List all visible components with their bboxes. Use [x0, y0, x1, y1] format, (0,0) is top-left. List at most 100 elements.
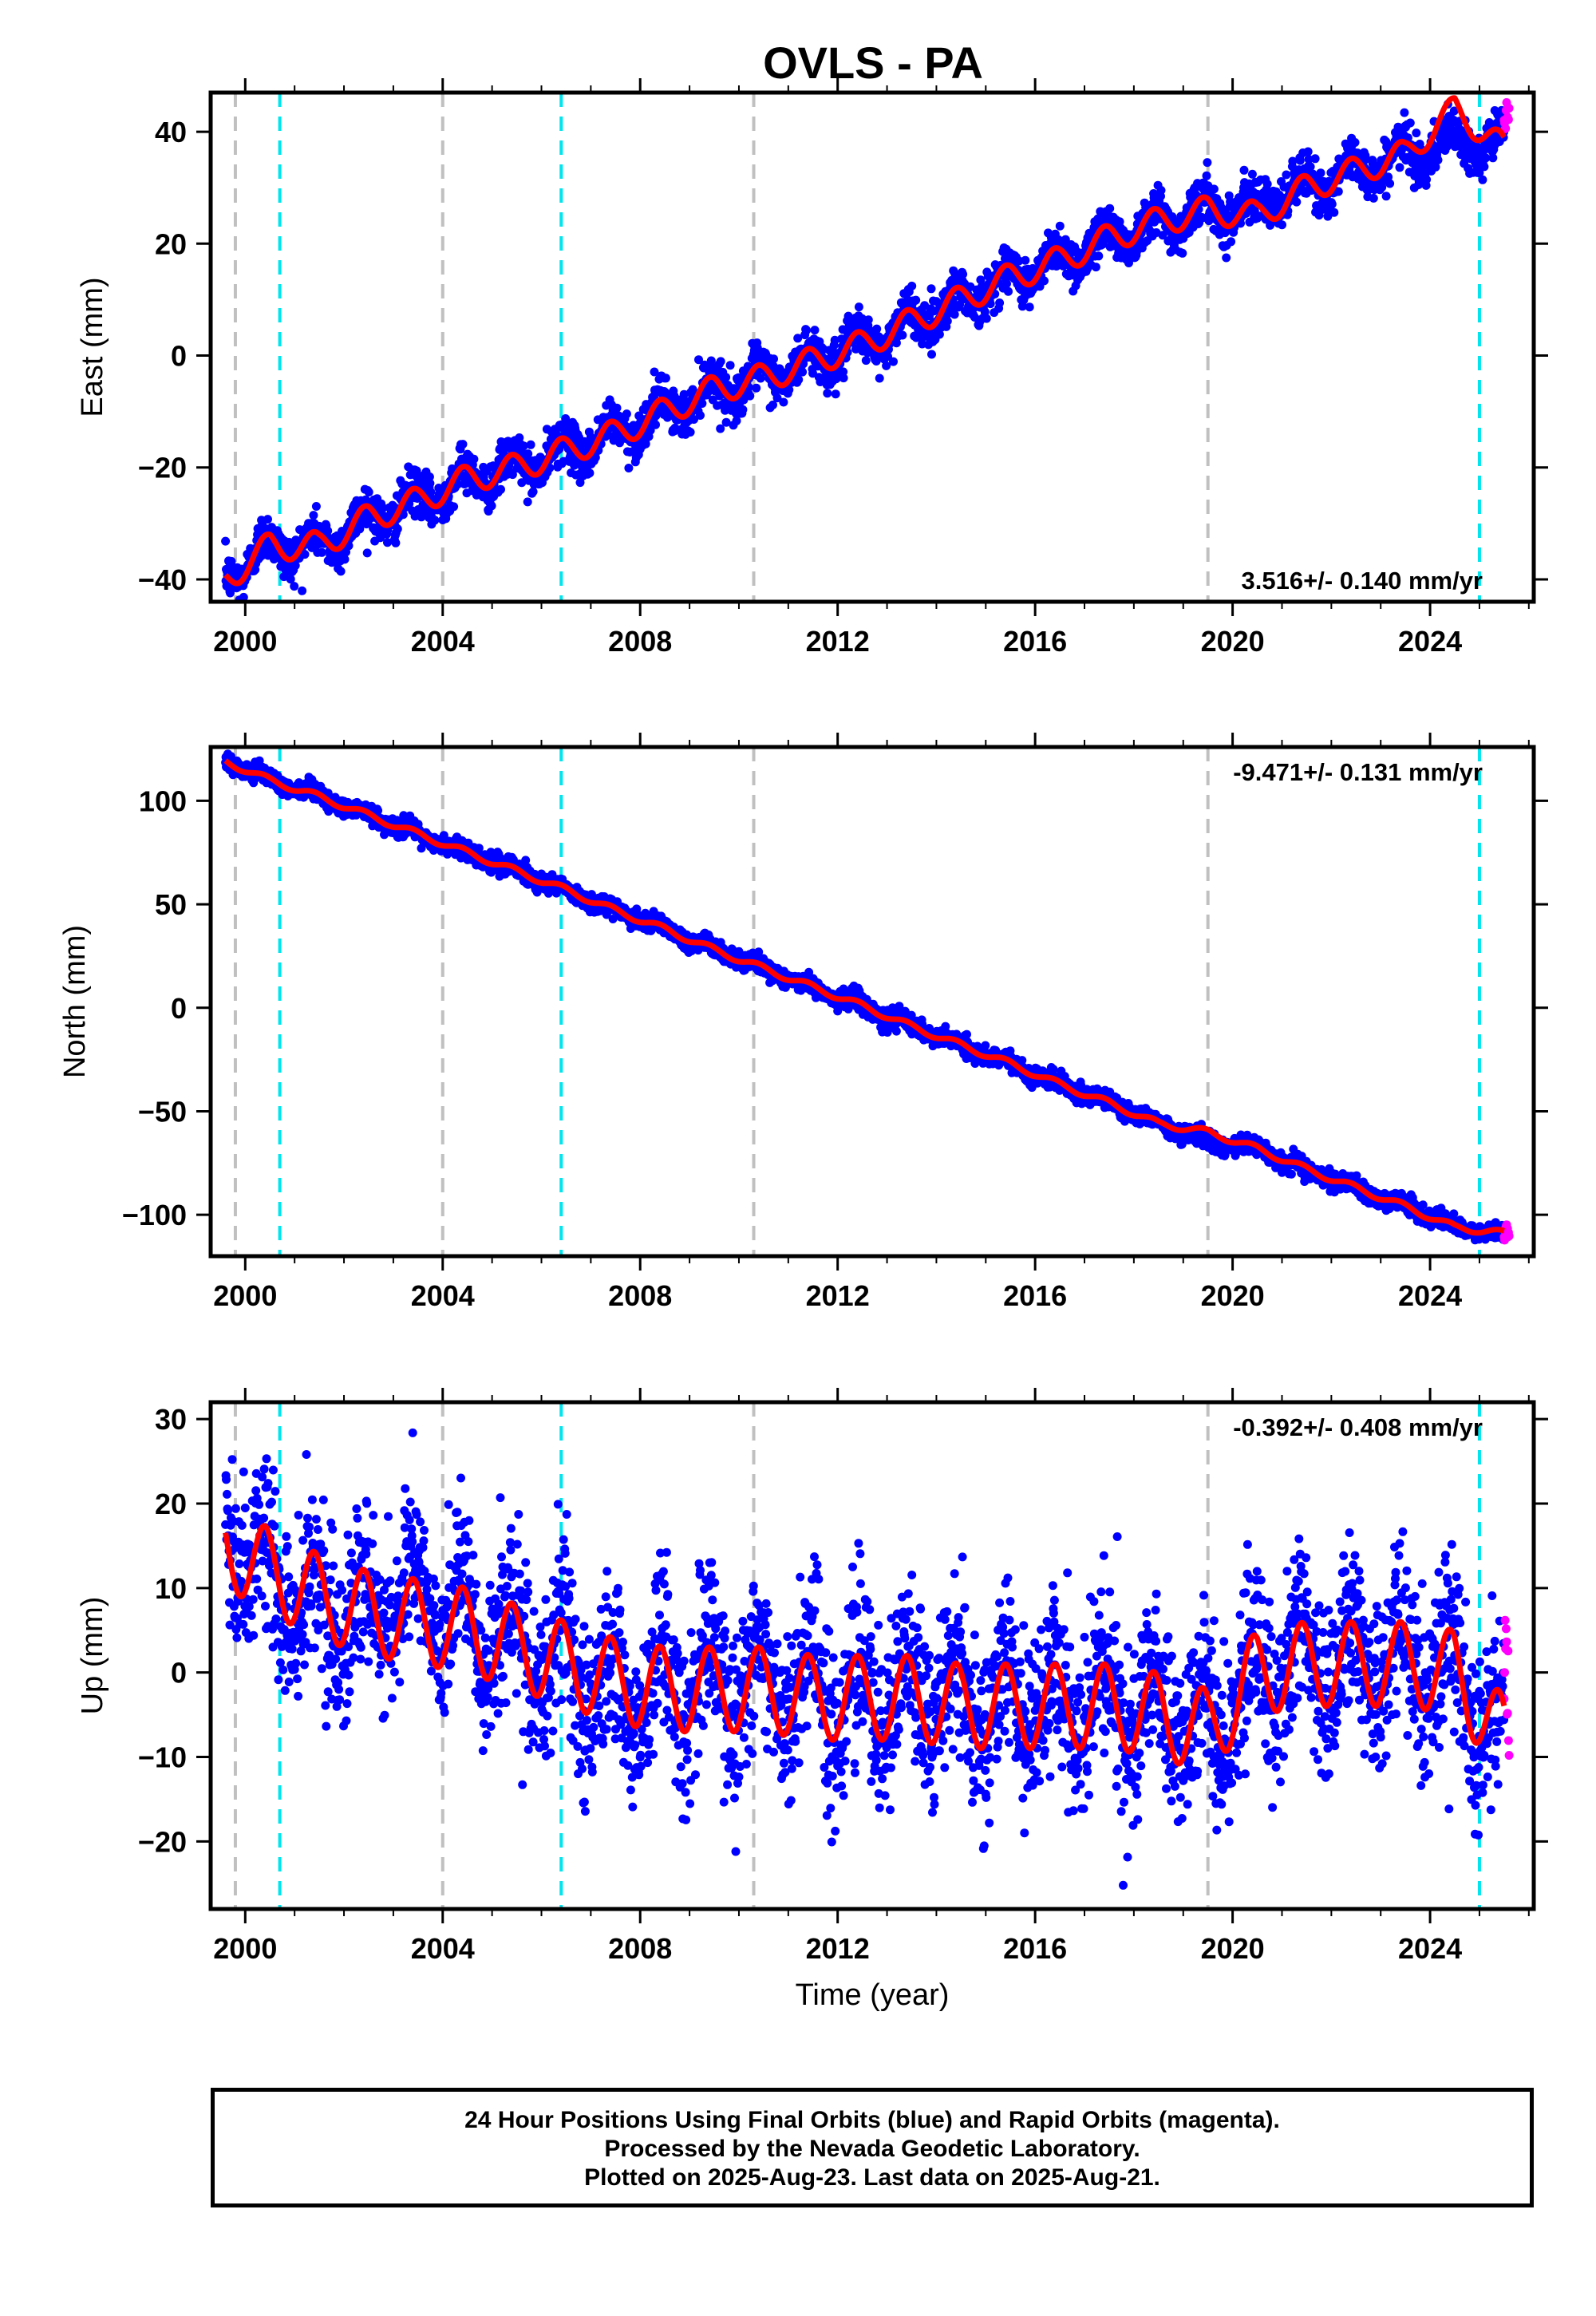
final-orbit-point	[738, 405, 748, 414]
final-orbit-point	[1350, 138, 1360, 147]
final-orbit-point	[604, 430, 614, 440]
final-orbit-point	[286, 575, 295, 584]
y-tick-label: 0	[171, 340, 187, 373]
final-orbit-point	[725, 361, 735, 370]
final-orbit-point	[986, 299, 995, 309]
y-axis-label: East (mm)	[76, 277, 109, 417]
final-orbit-point	[290, 582, 299, 591]
final-orbit-point	[745, 391, 755, 401]
final-orbit-point	[1381, 192, 1391, 201]
final-orbit-point	[519, 441, 528, 451]
y-tick-label: −40	[138, 563, 187, 596]
final-orbit-point	[1002, 279, 1011, 288]
final-orbit-point	[317, 547, 326, 557]
final-orbit-point	[1247, 169, 1257, 179]
x-tick-label: 2024	[1398, 625, 1462, 658]
final-orbit-point	[721, 417, 731, 427]
final-orbit-point	[1055, 221, 1065, 231]
final-orbit-point	[716, 424, 725, 433]
final-orbit-point	[523, 497, 532, 507]
final-orbit-point	[1292, 197, 1302, 207]
final-orbit-point	[889, 357, 898, 366]
final-orbit-point	[585, 468, 595, 478]
final-orbit-point	[1222, 253, 1231, 263]
final-orbit-point	[1203, 158, 1212, 168]
final-orbit-point	[1405, 118, 1415, 128]
final-orbit-point	[808, 369, 817, 378]
final-orbit-point	[1295, 156, 1305, 165]
final-orbit-point	[739, 395, 749, 405]
final-orbit-point	[839, 373, 848, 383]
final-orbit-point	[716, 357, 725, 366]
x-tick-label: 2004	[411, 625, 475, 658]
final-orbit-point	[383, 538, 392, 547]
final-orbit-point	[290, 561, 300, 571]
final-orbit-point	[300, 550, 310, 559]
final-orbit-point	[1156, 186, 1166, 195]
final-orbit-point	[624, 464, 634, 472]
final-orbit-point	[794, 375, 804, 385]
final-orbit-points	[221, 100, 1509, 602]
final-orbit-point	[1105, 204, 1115, 213]
final-orbit-point	[756, 373, 765, 383]
final-orbit-point	[449, 502, 459, 512]
chart-title: OVLS - PA	[763, 38, 983, 88]
final-orbit-point	[1040, 276, 1049, 286]
final-orbit-point	[239, 592, 248, 602]
final-orbit-point	[1278, 220, 1286, 230]
final-orbit-point	[487, 501, 496, 511]
final-orbit-point	[1014, 256, 1024, 266]
final-orbit-point	[982, 314, 991, 323]
final-orbit-point	[298, 586, 307, 595]
final-orbit-point	[679, 389, 689, 399]
final-orbit-point	[517, 478, 527, 488]
final-orbit-point	[1004, 287, 1013, 296]
final-orbit-point	[1209, 184, 1219, 194]
final-orbit-point	[995, 298, 1005, 307]
final-orbit-point	[926, 284, 936, 294]
final-orbit-point	[378, 503, 388, 512]
final-orbit-point	[336, 567, 346, 576]
final-orbit-point	[221, 536, 231, 546]
final-orbit-point	[426, 488, 436, 497]
final-orbit-point	[823, 389, 832, 398]
final-orbit-point	[393, 524, 402, 534]
final-orbit-point	[575, 478, 585, 488]
final-orbit-point	[769, 354, 778, 364]
final-orbit-point	[355, 524, 365, 534]
plot-area	[221, 93, 1514, 602]
x-tick-label: 2000	[213, 625, 277, 658]
final-orbit-point	[425, 472, 434, 481]
final-orbit-point	[898, 330, 907, 340]
x-tick-label: 2012	[806, 625, 870, 658]
final-orbit-point	[591, 453, 600, 462]
final-orbit-point	[391, 538, 401, 547]
final-orbit-point	[950, 310, 959, 319]
plot-area	[221, 747, 1514, 1256]
final-orbit-point	[863, 315, 873, 325]
final-orbit-point	[1369, 193, 1378, 203]
y-tick-label: 20	[155, 227, 187, 260]
final-orbit-point	[694, 355, 703, 365]
final-orbit-point	[798, 367, 808, 377]
final-orbit-point	[854, 302, 863, 312]
final-orbit-point	[851, 344, 860, 354]
final-orbit-point	[622, 409, 631, 419]
final-orbit-point	[779, 397, 788, 407]
final-orbit-point	[1377, 183, 1387, 192]
final-orbit-point	[1021, 255, 1030, 265]
final-orbit-point	[650, 367, 659, 377]
final-orbit-point	[861, 356, 871, 366]
final-orbit-point	[802, 326, 812, 335]
final-orbit-point	[1025, 302, 1034, 312]
final-orbit-point	[651, 420, 660, 429]
final-orbit-point	[891, 338, 901, 348]
final-orbit-point	[1282, 170, 1291, 180]
final-orbit-point	[911, 295, 921, 305]
final-orbit-point	[1395, 163, 1404, 172]
final-orbit-point	[872, 324, 882, 334]
y-tick-label: 40	[155, 116, 187, 148]
final-orbit-point	[768, 400, 777, 409]
final-orbit-point	[752, 383, 761, 393]
